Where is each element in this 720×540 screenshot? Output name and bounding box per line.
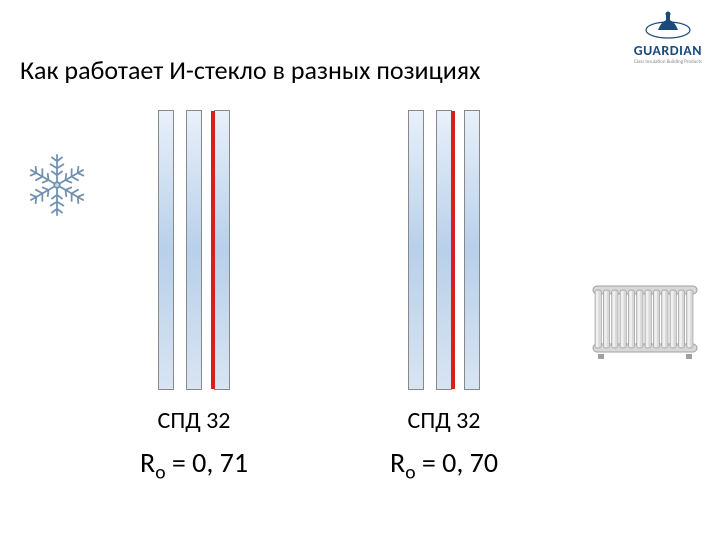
- r-prefix: R: [140, 445, 155, 480]
- guardian-logo: GUARDIAN Glass Insulation Building Produ…: [634, 8, 702, 65]
- glass-pane: [408, 110, 424, 390]
- radiator-icon: [590, 280, 700, 365]
- window-config-right: СПД 32 Rо = 0, 70: [390, 110, 498, 485]
- glass-pane: [214, 110, 230, 390]
- panes-right: [390, 110, 498, 390]
- r-rest: = 0, 70: [416, 445, 499, 480]
- glass-pane: [464, 110, 480, 390]
- snowflake-icon: [22, 150, 92, 225]
- glass-pane: [436, 110, 452, 390]
- window-config-left: СПД 32 Rо = 0, 71: [140, 110, 248, 485]
- spd-label-right: СПД 32: [390, 406, 498, 435]
- spd-label-left: СПД 32: [140, 406, 248, 435]
- page-title: Как работает И-стекло в разных позициях: [20, 54, 480, 86]
- logo-tagline: Glass Insulation Building Products: [634, 59, 702, 65]
- logo-emblem: [644, 8, 692, 40]
- logo-text: GUARDIAN: [634, 42, 702, 59]
- r-rest: = 0, 71: [166, 445, 249, 480]
- glass-pane: [158, 110, 174, 390]
- glass-pane: [186, 110, 202, 390]
- r-sub: о: [155, 461, 165, 485]
- panes-left: [140, 110, 248, 390]
- r-value-left: Rо = 0, 71: [140, 445, 248, 485]
- low-e-coating: [451, 111, 455, 389]
- low-e-coating: [211, 111, 215, 389]
- r-value-right: Rо = 0, 70: [390, 445, 498, 485]
- r-sub: о: [405, 461, 415, 485]
- r-prefix: R: [390, 445, 405, 480]
